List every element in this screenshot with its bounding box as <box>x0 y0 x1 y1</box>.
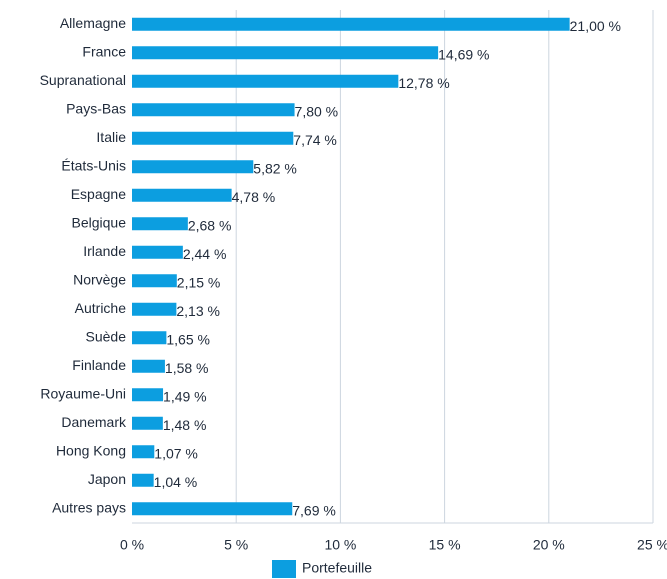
bar <box>132 217 188 231</box>
bar <box>132 416 163 430</box>
y-tick-label: Royaume-Uni <box>40 385 126 401</box>
x-tick-label: 20 % <box>533 537 565 553</box>
legend-swatch <box>272 560 296 578</box>
value-label: 7,74 % <box>293 132 337 148</box>
y-tick-label: Italie <box>96 129 126 145</box>
x-tick-label: 15 % <box>429 537 461 553</box>
y-tick-label: Pays-Bas <box>66 100 126 116</box>
bar <box>132 17 570 31</box>
y-tick-label: Norvège <box>73 271 126 287</box>
y-tick-label: Supranational <box>40 72 126 88</box>
y-tick-label: Danemark <box>61 414 127 430</box>
y-tick-label: Suède <box>86 328 127 344</box>
legend-label: Portefeuille <box>302 560 372 576</box>
x-tick-label: 25 % <box>637 537 667 553</box>
value-label: 21,00 % <box>570 18 621 34</box>
bar <box>132 46 439 60</box>
bar <box>132 331 167 345</box>
value-label: 7,80 % <box>295 103 339 119</box>
y-tick-label: Allemagne <box>60 15 126 31</box>
x-tick-label: 10 % <box>324 537 356 553</box>
value-label: 2,68 % <box>188 217 232 233</box>
bar <box>132 502 293 516</box>
bar <box>132 274 177 288</box>
bar <box>132 388 164 402</box>
value-label: 2,13 % <box>176 303 220 319</box>
y-tick-label: France <box>82 43 126 59</box>
bar <box>132 445 155 459</box>
x-tick-label: 5 % <box>224 537 248 553</box>
value-label: 12,78 % <box>398 75 449 91</box>
value-label: 7,69 % <box>292 502 336 518</box>
value-label: 5,82 % <box>253 160 297 176</box>
value-label: 1,48 % <box>163 417 207 433</box>
value-label: 1,65 % <box>166 331 210 347</box>
bar <box>132 188 232 202</box>
y-tick-label: Belgique <box>72 214 127 230</box>
value-label: 1,04 % <box>154 474 198 490</box>
bar <box>132 131 294 145</box>
y-tick-label: Espagne <box>71 186 126 202</box>
bar <box>132 74 399 88</box>
value-label: 2,44 % <box>183 246 227 262</box>
y-tick-label: Autres pays <box>52 499 126 515</box>
y-tick-label: Irlande <box>83 243 126 259</box>
bar <box>132 160 254 174</box>
value-label: 4,78 % <box>232 189 276 205</box>
bar <box>132 302 177 316</box>
value-label: 2,15 % <box>177 274 221 290</box>
value-label: 1,58 % <box>165 360 209 376</box>
bar <box>132 245 183 259</box>
x-tick-label: 0 % <box>120 537 144 553</box>
bar <box>132 473 154 487</box>
value-label: 1,07 % <box>154 445 198 461</box>
y-tick-label: Japon <box>88 471 126 487</box>
bar <box>132 103 295 117</box>
y-tick-label: Autriche <box>75 300 127 316</box>
value-label: 1,49 % <box>163 388 207 404</box>
y-tick-label: Hong Kong <box>56 442 126 458</box>
y-tick-label: Finlande <box>72 357 126 373</box>
value-label: 14,69 % <box>438 46 489 62</box>
y-tick-label: États-Unis <box>61 157 126 173</box>
bar <box>132 359 165 373</box>
